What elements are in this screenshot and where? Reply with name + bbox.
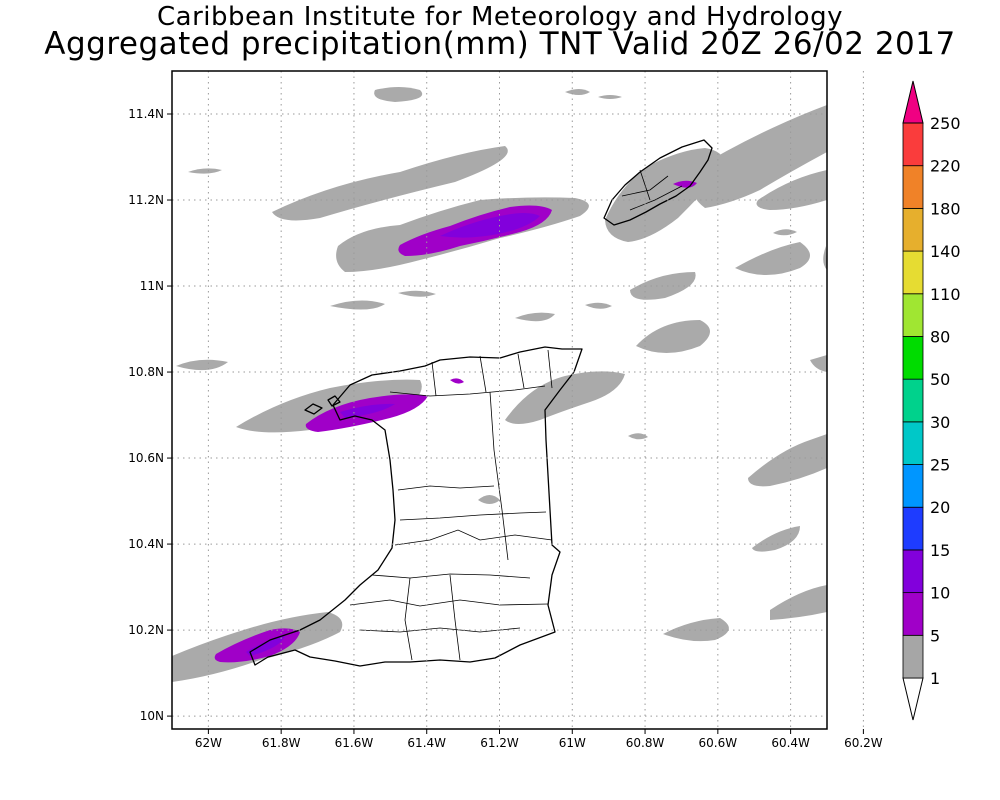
colorbar-label: 110: [930, 285, 961, 304]
colorbar-segment: [902, 165, 924, 209]
colorbar-segment: [902, 592, 924, 636]
lat-tick-label: 10.4N: [128, 537, 164, 551]
colorbar-label: 250: [930, 114, 961, 133]
colorbar-segment: [902, 506, 924, 551]
colorbar-segment: [902, 122, 924, 167]
colorbar-segment: [902, 549, 924, 594]
trinidad-coastline: [249, 346, 583, 667]
colorbar-label: 180: [930, 199, 961, 218]
axis-ticks: [167, 113, 864, 734]
bocas-islands: [304, 395, 341, 415]
lon-tick-label: 61.6W: [335, 736, 374, 750]
lon-tick-label: 61.4W: [407, 736, 446, 750]
lat-tick-label: 10.8N: [128, 365, 164, 379]
colorbar-segment: [902, 421, 924, 465]
colorbar-segment: [902, 378, 924, 423]
colorbar-segment: [902, 250, 924, 295]
lat-tick-label: 10.6N: [128, 451, 164, 465]
lon-tick-label: 61W: [559, 736, 586, 750]
colorbar-over-arrow: [902, 80, 924, 124]
lon-tick-label: 61.8W: [262, 736, 301, 750]
axis-tick-labels: 62W 61.8W 61.6W 61.4W 61.2W 61W 60.8W 60.6W 60.4…: [128, 107, 883, 750]
colorbar-label: 30: [930, 413, 950, 432]
colorbar-segment: [902, 336, 924, 380]
lat-tick-label: 11.2N: [128, 193, 164, 207]
administrative-boundaries: [349, 169, 683, 661]
colorbar-label: 5: [930, 626, 940, 645]
colorbar-label: 1: [930, 669, 940, 688]
colorbar-segment: [902, 293, 924, 337]
colorbar-label: 15: [930, 541, 950, 560]
precipitation-fields: [172, 87, 827, 682]
lon-tick-label: 60.6W: [699, 736, 738, 750]
colorbar-segment: [902, 464, 924, 508]
colorbar-label: 220: [930, 157, 961, 176]
colorbar-segment: [902, 207, 924, 252]
colorbar-label: 25: [930, 456, 950, 475]
colorbar-label: 20: [930, 498, 950, 517]
lon-tick-label: 62W: [195, 736, 222, 750]
map-title-product: Aggregated precipitation(mm) TNT Valid 2…: [44, 26, 956, 62]
lon-tick-label: 60.8W: [626, 736, 665, 750]
colorbar-label: 140: [930, 242, 961, 261]
lat-tick-label: 11.4N: [128, 107, 164, 121]
colorbar-label: 50: [930, 370, 950, 389]
land-outlines: [249, 139, 713, 667]
tobago-coastline: [603, 139, 713, 226]
lat-tick-label: 11N: [140, 279, 164, 293]
colorbar-label: 10: [930, 584, 950, 603]
lat-tick-label: 10.2N: [128, 623, 164, 637]
lon-tick-label: 61.2W: [480, 736, 519, 750]
map-title-institute: Caribbean Institute for Meteorology and …: [157, 2, 843, 32]
colorbar-label: 80: [930, 327, 950, 346]
colorbar-under-arrow: [902, 677, 924, 721]
graticule: [172, 71, 864, 729]
lon-tick-label: 60.2W: [844, 736, 883, 750]
colorbar-segment: [902, 634, 924, 679]
lat-tick-label: 10N: [140, 709, 164, 723]
heavier-rain-areas: [246, 213, 540, 656]
lon-tick-label: 60.4W: [771, 736, 810, 750]
